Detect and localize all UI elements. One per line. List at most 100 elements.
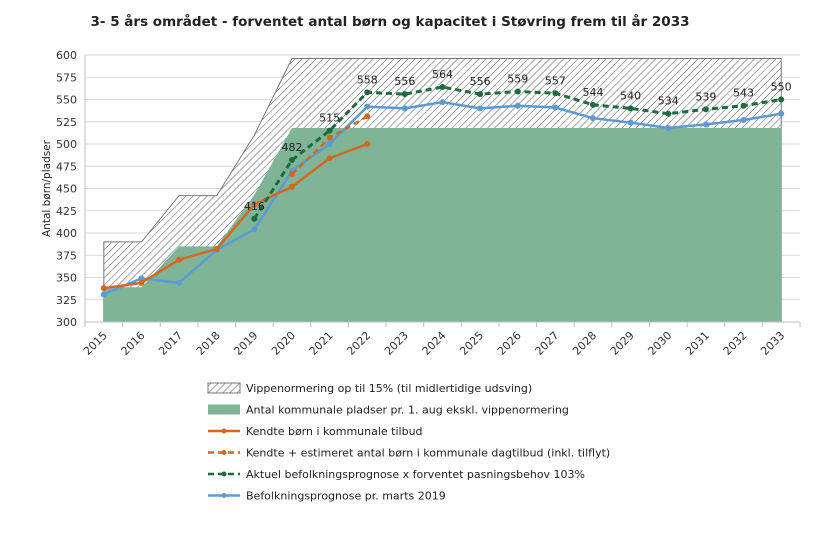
kendte-boern-line xyxy=(103,142,368,290)
aktuel-prognose-line-point xyxy=(778,96,785,103)
kendte-boern-line-point xyxy=(364,141,371,147)
aktuel-prognose-line-point xyxy=(702,106,709,113)
befolkningsprognose-2019-line-point xyxy=(326,141,333,147)
x-tick-label: 2029 xyxy=(608,329,637,358)
aktuel-prognose-line-point xyxy=(740,102,747,109)
kendte-boern-line-point xyxy=(100,285,107,292)
x-tick-label: 2020 xyxy=(269,329,298,358)
aktuel-prognose-line-point xyxy=(401,91,408,98)
befolkningsprognose-2019-line-point xyxy=(665,124,672,131)
befolkningsprognose-2019-line-point xyxy=(138,275,145,282)
legend-label: Befolkningsprognose pr. marts 2019 xyxy=(246,490,446,503)
befolkningsprognose-2019-line-point xyxy=(514,102,521,109)
befolkningsprognose-2019-line-point xyxy=(176,279,183,286)
befolkningsprognose-2019-line-point xyxy=(590,115,597,122)
y-tick-label: 325 xyxy=(56,294,77,307)
x-tick-label: 2015 xyxy=(81,329,110,358)
aktuel-prognose-line-point xyxy=(514,88,521,95)
y-tick-label: 550 xyxy=(56,94,77,107)
data-label: 416 xyxy=(244,200,265,213)
data-label: 556 xyxy=(394,75,415,88)
y-tick-label: 425 xyxy=(56,205,77,218)
y-tick-label: 400 xyxy=(56,227,77,240)
legend-label: Vippenormering op til 15% (til midlertid… xyxy=(246,382,532,395)
x-tick-label: 2018 xyxy=(194,329,223,358)
data-label: 534 xyxy=(658,95,679,108)
data-label: 550 xyxy=(771,81,792,94)
kendte-boern-line-point xyxy=(251,201,258,208)
befolkningsprognose-2019-line-point xyxy=(439,99,446,106)
x-tick-label: 2016 xyxy=(119,329,148,358)
legend-label: Aktuel befolkningsprognose x forventet p… xyxy=(246,468,585,481)
x-tick-label: 2028 xyxy=(570,329,599,358)
y-tick-label: 375 xyxy=(56,249,77,262)
y-tick-label: 600 xyxy=(56,49,77,62)
aktuel-prognose-line-point xyxy=(477,91,484,98)
legend-marker xyxy=(221,450,227,455)
befolkningsprognose-2019-line-point xyxy=(627,119,634,126)
befolkningsprognose-2019-line-point xyxy=(100,291,107,298)
befolkningsprognose-2019-line-point xyxy=(552,104,559,111)
kendte-estimeret-line-point xyxy=(288,171,295,178)
data-label: 558 xyxy=(357,73,378,86)
x-tick-label: 2032 xyxy=(721,329,750,358)
aktuel-prognose-line-point xyxy=(439,84,446,91)
legend-marker xyxy=(221,493,227,498)
aktuel-prognose-line-point xyxy=(665,110,672,117)
x-tick-label: 2033 xyxy=(758,329,787,358)
y-tick-label: 525 xyxy=(56,116,77,129)
aktuel-prognose-line-point xyxy=(288,157,295,164)
x-tick-label: 2026 xyxy=(495,329,524,358)
kendte-boern-line-point xyxy=(176,256,183,263)
aktuel-prognose-line-point xyxy=(552,90,559,97)
data-label: 564 xyxy=(432,68,453,81)
y-tick-label: 500 xyxy=(56,138,77,151)
y-tick-label: 300 xyxy=(56,316,77,329)
data-label: 543 xyxy=(733,87,754,100)
x-tick-label: 2024 xyxy=(420,329,449,358)
legend-swatch xyxy=(208,404,240,415)
legend-label: Kendte børn i kommunale tilbud xyxy=(246,425,423,438)
kendte-boern-line-point xyxy=(288,183,295,190)
y-tick-label: 450 xyxy=(56,183,77,196)
legend-label: Kendte + estimeret antal børn i kommunal… xyxy=(246,447,610,460)
chart-title: 3- 5 års området - forventet antal børn … xyxy=(90,14,690,30)
data-label: 556 xyxy=(470,75,491,88)
kendte-estimeret-line-point xyxy=(326,134,333,141)
y-tick-label: 475 xyxy=(56,160,77,173)
aktuel-prognose-line-point xyxy=(364,89,371,96)
befolkningsprognose-2019-line-point xyxy=(364,103,371,110)
data-label: 515 xyxy=(319,112,340,125)
y-axis-title: Antal børn/pladser xyxy=(41,139,53,237)
kommunale-pladser-area xyxy=(103,127,782,322)
x-tick-label: 2030 xyxy=(645,329,674,358)
legend-swatch xyxy=(207,382,241,394)
x-tick-label: 2022 xyxy=(344,329,373,358)
kendte-boern-line-point xyxy=(138,279,145,286)
data-label: 559 xyxy=(507,72,528,85)
x-tick-label: 2019 xyxy=(231,329,260,358)
x-tick-label: 2031 xyxy=(683,329,712,358)
y-tick-label: 575 xyxy=(56,71,77,84)
x-tick-label: 2017 xyxy=(156,329,185,358)
legend-marker xyxy=(221,428,227,434)
data-label: 539 xyxy=(695,90,716,103)
befolkningsprognose-2019-line-point xyxy=(251,226,258,233)
kendte-boern-line-point xyxy=(213,246,220,253)
data-label: 540 xyxy=(620,89,641,102)
x-tick-label: 2025 xyxy=(457,329,486,358)
x-tick-label: 2021 xyxy=(307,329,336,358)
befolkningsprognose-2019-line-point xyxy=(778,110,785,117)
data-label: 482 xyxy=(281,141,302,154)
aktuel-prognose-line-point xyxy=(326,127,333,134)
befolkningsprognose-2019-line-point xyxy=(401,105,408,112)
befolkningsprognose-2019-line-point xyxy=(702,121,709,128)
y-tick-label: 350 xyxy=(56,272,77,285)
data-label: 544 xyxy=(583,86,604,99)
legend-label: Antal kommunale pladser pr. 1. aug ekskl… xyxy=(246,404,569,417)
kendte-boern-line-point xyxy=(326,155,333,162)
aktuel-prognose-line-point xyxy=(627,105,634,112)
x-tick-label: 2023 xyxy=(382,329,411,358)
